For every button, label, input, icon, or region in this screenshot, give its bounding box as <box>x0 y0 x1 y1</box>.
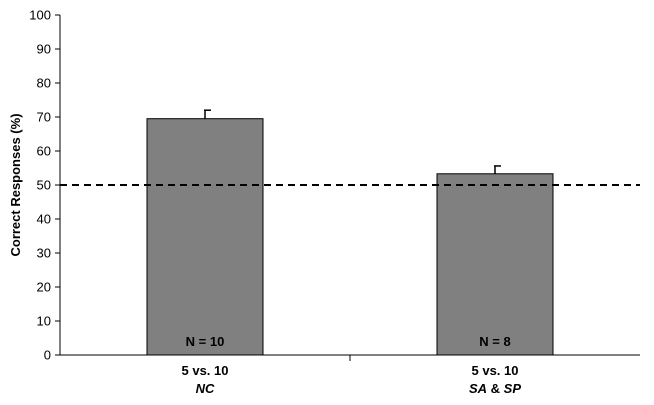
x-categories: 5 vs. 10 NC 5 vs. 10 SA & SP <box>182 355 521 396</box>
y-tick-label: 10 <box>37 314 51 329</box>
x-category-sublabel: SA & SP <box>469 381 521 396</box>
y-ticks: 0 10 20 30 40 50 60 70 80 90 100 <box>29 8 60 363</box>
bars: N = 10 N = 8 <box>146 109 554 356</box>
y-tick-label: 60 <box>37 144 51 159</box>
y-tick-label: 50 <box>37 178 51 193</box>
y-tick-label: 90 <box>37 42 51 57</box>
x-category-label: 5 vs. 10 <box>472 363 519 378</box>
bar-n-label: N = 10 <box>186 334 225 349</box>
y-tick-label: 40 <box>37 212 51 227</box>
bar-n-label: N = 8 <box>479 334 510 349</box>
bar <box>436 173 554 356</box>
x-category-label: 5 vs. 10 <box>182 363 229 378</box>
x-category-sublabel: NC <box>196 381 215 396</box>
y-tick-label: 30 <box>37 246 51 261</box>
y-tick-label: 100 <box>29 8 51 23</box>
x-category-sublabel-part: SA <box>469 381 487 396</box>
y-tick-label: 20 <box>37 280 51 295</box>
x-category-sublabel-part: NC <box>196 381 215 396</box>
y-tick-label: 0 <box>44 348 51 363</box>
y-tick-label: 80 <box>37 76 51 91</box>
y-axis-label: Correct Responses (%) <box>8 113 23 256</box>
x-category-sublabel-part: SP <box>504 381 522 396</box>
y-tick-label: 70 <box>37 110 51 125</box>
x-category-sublabel-part: & <box>487 381 504 396</box>
bar <box>146 118 264 356</box>
